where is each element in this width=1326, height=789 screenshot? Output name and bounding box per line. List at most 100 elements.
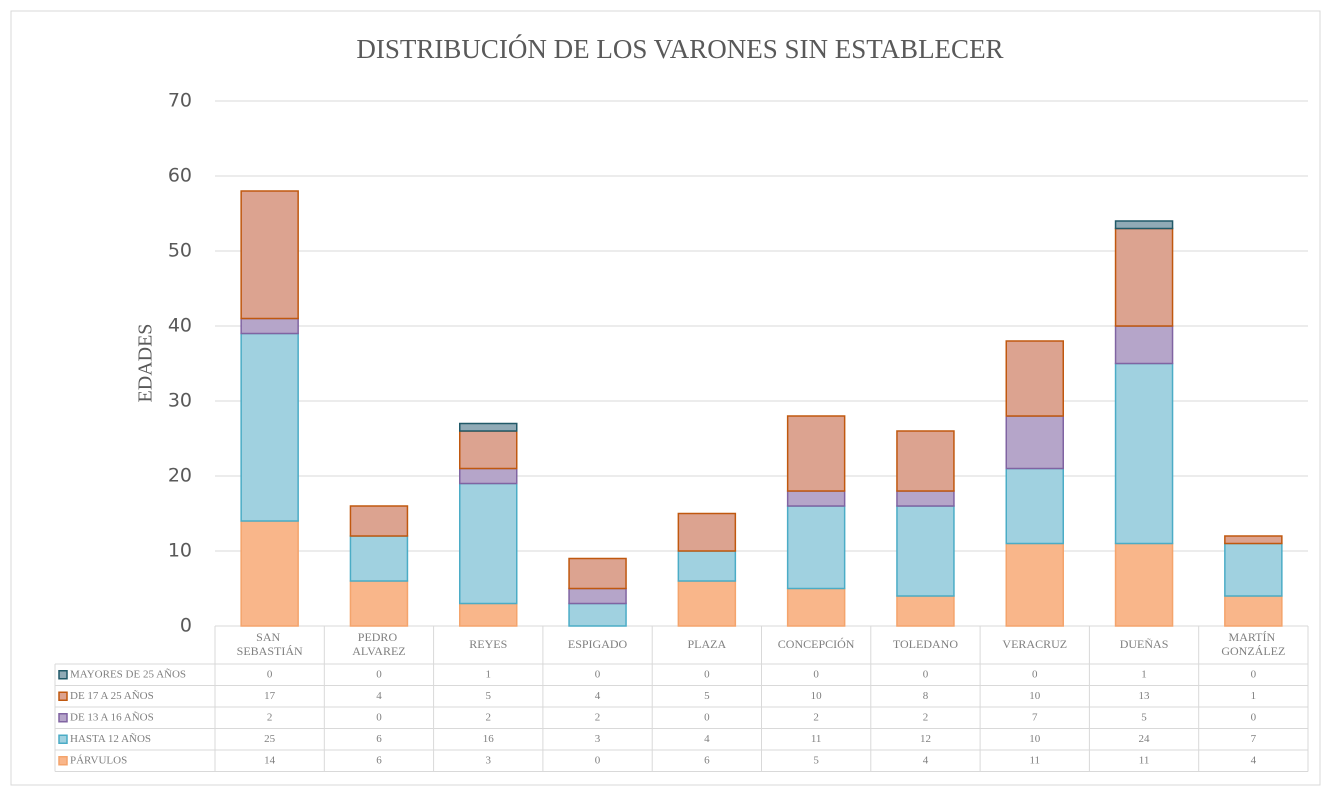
x-tick-label: TOLEDANO xyxy=(893,637,958,651)
bar-segment xyxy=(1005,467,1064,545)
y-tick-label: 30 xyxy=(168,390,192,412)
bar-segment xyxy=(349,580,409,627)
x-tick-label: SAN SEBASTIÁN xyxy=(237,630,303,658)
table-value: 0 xyxy=(1251,668,1257,680)
table-value: 6 xyxy=(376,733,382,745)
table-value: 10 xyxy=(1029,690,1041,702)
x-tick-label: CONCEPCIÓN xyxy=(778,637,855,651)
table-value: 25 xyxy=(264,733,276,745)
legend-key xyxy=(58,691,68,701)
legend-label: PÁRVULOS xyxy=(70,754,127,766)
table-value: 4 xyxy=(1251,754,1257,766)
table-value: 2 xyxy=(595,711,601,723)
bar-segment xyxy=(896,430,955,492)
bar-segment xyxy=(786,490,846,507)
table-value: 0 xyxy=(813,668,819,680)
table-value: 24 xyxy=(1139,733,1151,745)
bar-segment xyxy=(677,580,737,627)
bar-segment xyxy=(1224,535,1283,545)
bar-segment xyxy=(1005,415,1064,470)
bar-segment xyxy=(459,422,518,432)
table-value: 8 xyxy=(923,690,929,702)
bar-segment xyxy=(568,557,627,590)
table-value: 2 xyxy=(813,711,819,723)
y-tick-label: 0 xyxy=(180,615,192,637)
x-tick-label: PEDRO ALVAREZ xyxy=(352,630,405,658)
table-value: 0 xyxy=(376,711,382,723)
bar-segment xyxy=(240,190,299,320)
bar-segment xyxy=(1114,542,1174,627)
table-value: 13 xyxy=(1139,690,1151,702)
bar-segment xyxy=(459,482,518,605)
y-tick-label: 20 xyxy=(168,465,192,487)
table-value: 5 xyxy=(486,690,492,702)
bar-segment xyxy=(459,430,518,470)
bar-segment xyxy=(349,505,409,537)
bar-segment xyxy=(1114,227,1174,327)
bar-segment xyxy=(1224,595,1283,627)
table-value: 0 xyxy=(704,668,710,680)
bar-segment xyxy=(1114,325,1174,365)
table-value: 2 xyxy=(267,711,273,723)
table-value: 4 xyxy=(595,690,601,702)
table-value: 4 xyxy=(704,733,710,745)
table-value: 0 xyxy=(1251,711,1257,723)
table-value: 14 xyxy=(264,754,276,766)
table-value: 1 xyxy=(1141,668,1147,680)
bar-segment xyxy=(349,535,409,582)
table-value: 11 xyxy=(811,733,822,745)
chart-frame xyxy=(10,10,1321,786)
table-value: 11 xyxy=(1029,754,1040,766)
bar-segment xyxy=(786,415,846,492)
table-value: 11 xyxy=(1139,754,1150,766)
bar-segment xyxy=(677,550,737,582)
legend-label: DE 13 A 16 AÑOS xyxy=(70,711,154,723)
x-tick-label: REYES xyxy=(469,637,507,651)
y-tick-label: 10 xyxy=(168,540,192,562)
y-axis-label: EDADES xyxy=(135,324,157,403)
y-tick-label: 40 xyxy=(168,315,192,337)
bar-segment xyxy=(786,587,846,627)
table-value: 6 xyxy=(704,754,710,766)
bar-segment xyxy=(240,520,299,627)
legend-key xyxy=(58,756,68,766)
table-value: 7 xyxy=(1251,733,1257,745)
bar-segment xyxy=(896,595,955,627)
table-value: 10 xyxy=(1029,733,1041,745)
x-tick-label: MARTÍN GONZÁLEZ xyxy=(1221,630,1285,658)
bar-segment xyxy=(1114,220,1174,230)
legend-key xyxy=(58,670,68,680)
legend-key xyxy=(58,713,68,723)
y-tick-label: 70 xyxy=(168,90,192,112)
table-value: 0 xyxy=(376,668,382,680)
x-tick-label: VERACRUZ xyxy=(1002,637,1067,651)
table-value: 5 xyxy=(1141,711,1147,723)
table-value: 6 xyxy=(376,754,382,766)
y-tick-label: 50 xyxy=(168,240,192,262)
table-value: 1 xyxy=(486,668,492,680)
table-value: 5 xyxy=(813,754,819,766)
table-value: 2 xyxy=(923,711,929,723)
chart-title: DISTRIBUCIÓN DE LOS VARONES SIN ESTABLEC… xyxy=(356,34,1003,64)
legend-label: HASTA 12 AÑOS xyxy=(70,733,151,745)
table-value: 3 xyxy=(595,733,601,745)
x-tick-label: ESPIGADO xyxy=(568,637,628,651)
bar-segment xyxy=(896,490,955,507)
bar-segment xyxy=(459,602,518,627)
bar-segment xyxy=(240,332,299,522)
table-value: 2 xyxy=(486,711,492,723)
table-value: 17 xyxy=(264,690,276,702)
table-value: 0 xyxy=(704,711,710,723)
table-value: 3 xyxy=(486,754,492,766)
table-value: 4 xyxy=(923,754,929,766)
bar-segment xyxy=(677,512,737,552)
table-value: 4 xyxy=(376,690,382,702)
bar-segment xyxy=(1114,362,1174,545)
bar-segment xyxy=(568,602,627,627)
table-value: 10 xyxy=(811,690,823,702)
table-value: 0 xyxy=(267,668,273,680)
table-value: 5 xyxy=(704,690,710,702)
bar-segment xyxy=(786,505,846,590)
legend-key xyxy=(58,734,68,744)
